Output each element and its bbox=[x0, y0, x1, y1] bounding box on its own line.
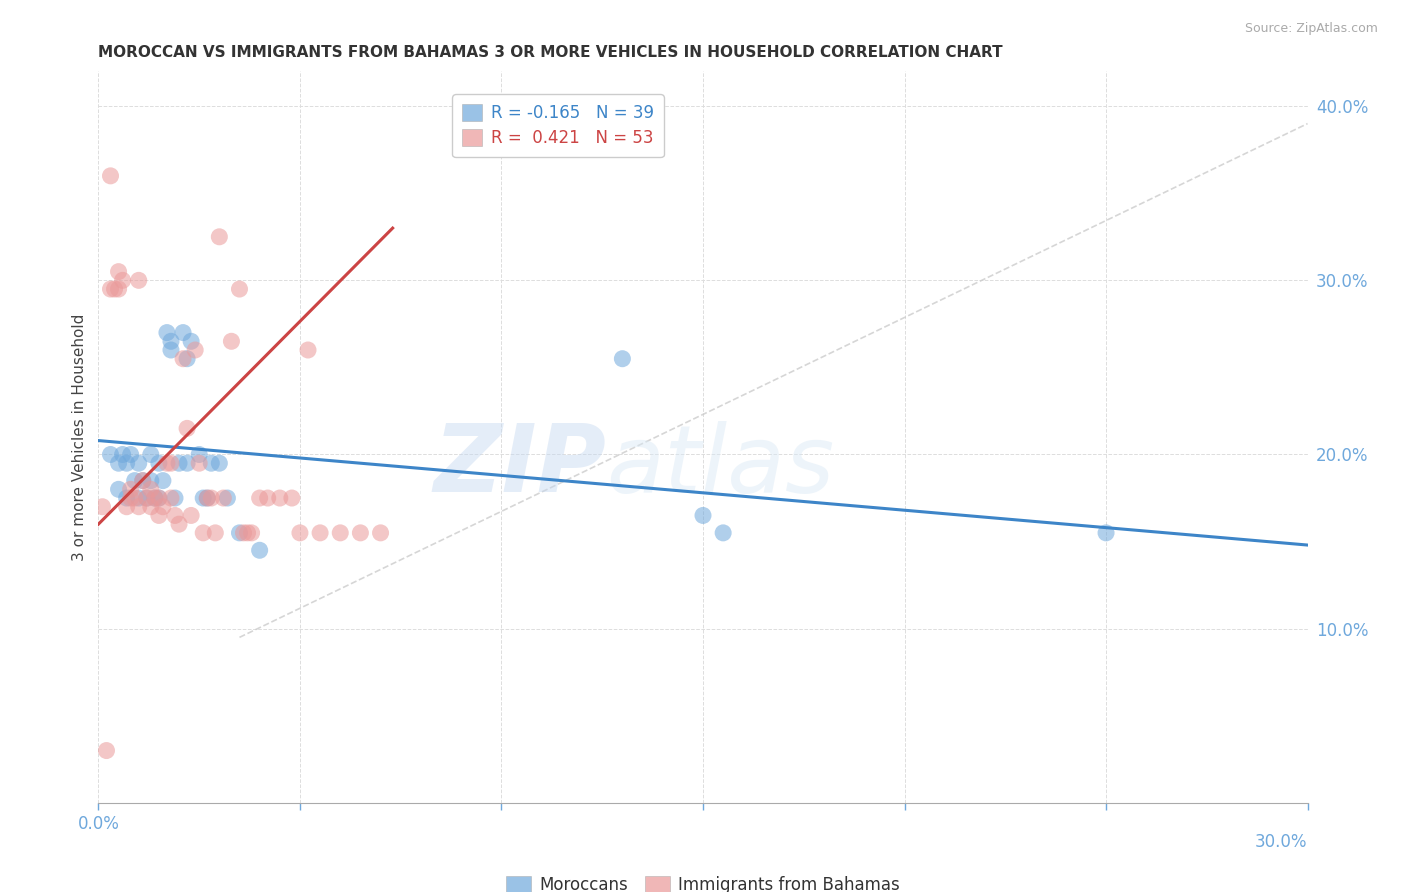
Point bbox=[160, 456, 183, 470]
Point bbox=[156, 456, 179, 470]
Point bbox=[100, 282, 122, 296]
Point bbox=[111, 448, 134, 462]
Point bbox=[139, 448, 162, 462]
Point bbox=[139, 474, 162, 488]
Point bbox=[288, 525, 311, 540]
Point bbox=[349, 525, 371, 540]
Point bbox=[107, 456, 129, 470]
Point bbox=[212, 491, 235, 505]
Point bbox=[143, 491, 166, 505]
Point bbox=[200, 456, 222, 470]
Point bbox=[195, 491, 218, 505]
Point bbox=[128, 500, 150, 514]
Point bbox=[204, 525, 226, 540]
Point bbox=[160, 343, 183, 357]
Point bbox=[193, 525, 215, 540]
Text: 30.0%: 30.0% bbox=[1256, 833, 1308, 851]
Point bbox=[172, 326, 194, 340]
Point bbox=[124, 474, 146, 488]
Point bbox=[139, 500, 162, 514]
Point bbox=[120, 448, 142, 462]
Point bbox=[139, 483, 162, 497]
Point bbox=[148, 508, 170, 523]
Point bbox=[156, 326, 179, 340]
Point bbox=[692, 508, 714, 523]
Point bbox=[148, 456, 170, 470]
Point bbox=[111, 273, 134, 287]
Point bbox=[711, 525, 734, 540]
Point bbox=[135, 491, 157, 505]
Point bbox=[148, 491, 170, 505]
Text: MOROCCAN VS IMMIGRANTS FROM BAHAMAS 3 OR MORE VEHICLES IN HOUSEHOLD CORRELATION : MOROCCAN VS IMMIGRANTS FROM BAHAMAS 3 OR… bbox=[98, 45, 1002, 61]
Point bbox=[269, 491, 291, 505]
Point bbox=[163, 508, 186, 523]
Point bbox=[180, 334, 202, 349]
Point bbox=[107, 282, 129, 296]
Point bbox=[148, 491, 170, 505]
Point bbox=[103, 282, 125, 296]
Point bbox=[188, 448, 211, 462]
Point bbox=[167, 456, 190, 470]
Point bbox=[180, 508, 202, 523]
Point bbox=[281, 491, 304, 505]
Point bbox=[612, 351, 634, 366]
Point bbox=[152, 474, 174, 488]
Point bbox=[120, 483, 142, 497]
Point bbox=[128, 456, 150, 470]
Point bbox=[176, 421, 198, 435]
Point bbox=[132, 474, 155, 488]
Point bbox=[132, 474, 155, 488]
Point bbox=[193, 491, 215, 505]
Point bbox=[152, 500, 174, 514]
Point bbox=[249, 543, 271, 558]
Point bbox=[96, 743, 118, 757]
Point bbox=[128, 273, 150, 287]
Point bbox=[176, 456, 198, 470]
Point bbox=[1095, 525, 1118, 540]
Text: Source: ZipAtlas.com: Source: ZipAtlas.com bbox=[1244, 22, 1378, 36]
Point bbox=[188, 456, 211, 470]
Point bbox=[100, 169, 122, 183]
Legend: Moroccans, Immigrants from Bahamas: Moroccans, Immigrants from Bahamas bbox=[499, 870, 907, 892]
Point bbox=[120, 491, 142, 505]
Point bbox=[143, 491, 166, 505]
Point bbox=[115, 491, 138, 505]
Point bbox=[208, 456, 231, 470]
Point bbox=[167, 517, 190, 532]
Point bbox=[100, 448, 122, 462]
Point bbox=[370, 525, 392, 540]
Point bbox=[91, 500, 114, 514]
Point bbox=[107, 265, 129, 279]
Point bbox=[221, 334, 243, 349]
Point bbox=[329, 525, 352, 540]
Point bbox=[160, 334, 183, 349]
Point bbox=[256, 491, 278, 505]
Point bbox=[249, 491, 271, 505]
Point bbox=[217, 491, 239, 505]
Point bbox=[124, 491, 146, 505]
Text: ZIP: ZIP bbox=[433, 420, 606, 512]
Point bbox=[128, 491, 150, 505]
Point bbox=[115, 456, 138, 470]
Point bbox=[297, 343, 319, 357]
Point bbox=[176, 351, 198, 366]
Point bbox=[208, 229, 231, 244]
Text: atlas: atlas bbox=[606, 421, 835, 512]
Point bbox=[309, 525, 332, 540]
Point bbox=[160, 491, 183, 505]
Point bbox=[135, 491, 157, 505]
Point bbox=[195, 491, 218, 505]
Point bbox=[172, 351, 194, 366]
Point bbox=[228, 525, 250, 540]
Point bbox=[240, 525, 263, 540]
Point bbox=[232, 525, 254, 540]
Point bbox=[184, 343, 207, 357]
Point bbox=[115, 500, 138, 514]
Point bbox=[236, 525, 259, 540]
Point bbox=[228, 282, 250, 296]
Point bbox=[200, 491, 222, 505]
Y-axis label: 3 or more Vehicles in Household: 3 or more Vehicles in Household bbox=[72, 313, 87, 561]
Point bbox=[163, 491, 186, 505]
Point bbox=[107, 483, 129, 497]
